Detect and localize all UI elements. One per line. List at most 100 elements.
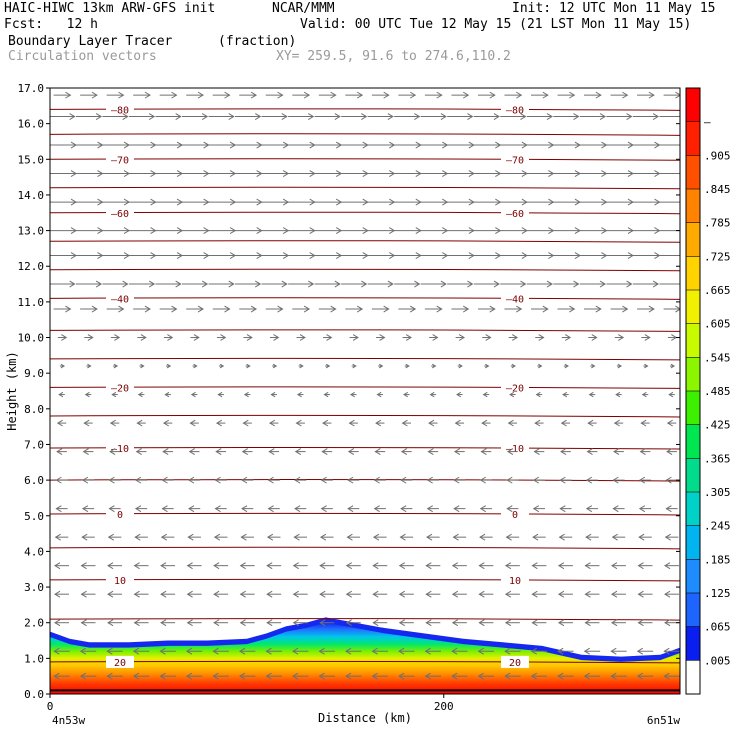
x-tick-label: 0 <box>47 700 54 713</box>
circulation-vector <box>451 647 468 655</box>
circulation-vector <box>109 448 120 456</box>
contour-label-bg <box>106 103 134 116</box>
circulation-vector <box>610 305 629 313</box>
vector-head <box>400 476 407 484</box>
circulation-vector <box>56 419 67 427</box>
vector-head <box>375 419 382 427</box>
vector-head <box>217 391 223 398</box>
vector-head <box>558 533 565 541</box>
circulation-vector <box>321 448 333 456</box>
circulation-vector <box>208 280 235 288</box>
circulation-vector <box>261 280 288 288</box>
vector-head <box>318 672 325 680</box>
vector-head <box>267 505 274 513</box>
circulation-vector <box>664 533 679 541</box>
temperature-contour <box>50 512 680 516</box>
y-tick-label: 4.0 <box>24 545 44 558</box>
vector-head <box>557 672 564 680</box>
vector-head <box>319 533 327 541</box>
vector-head <box>238 672 246 680</box>
vector-head <box>585 505 593 513</box>
temperature-contour <box>50 240 680 243</box>
colorbar-label: .305 <box>704 486 731 499</box>
colorbar-swatch <box>686 323 700 358</box>
vector-head <box>213 562 220 570</box>
vector-head <box>69 280 76 288</box>
temperature-contour <box>50 211 680 215</box>
vector-head <box>426 476 433 484</box>
vector-head <box>69 113 76 120</box>
x-left-endpoint: 4n53w <box>52 714 85 727</box>
circulation-vector <box>560 419 571 427</box>
vector-head <box>80 562 87 570</box>
circulation-vector <box>664 590 679 598</box>
vector-head <box>400 505 407 513</box>
vector-head <box>84 391 90 398</box>
vector-head <box>91 91 98 99</box>
temperature-contour <box>50 578 680 582</box>
vector-head <box>453 476 460 484</box>
circulation-vector <box>372 619 388 627</box>
contour-label: –40 <box>506 294 524 305</box>
vector-head <box>347 476 354 484</box>
vector-head <box>242 419 249 427</box>
vector-head <box>428 419 435 427</box>
circulation-vector <box>559 505 572 513</box>
circulation-vector <box>636 672 654 680</box>
vector-head <box>591 334 598 341</box>
circulation-vector <box>585 505 599 513</box>
vector-head <box>238 647 246 655</box>
y-tick-label: 0.0 <box>24 688 44 701</box>
vector-head <box>292 562 299 570</box>
circulation-vector <box>478 590 494 598</box>
vector-head <box>186 590 193 598</box>
circulation-vector <box>398 91 417 99</box>
circulation-vector <box>504 91 523 99</box>
vector-head <box>639 448 646 456</box>
vector-head <box>277 305 284 313</box>
vector-head <box>511 363 516 369</box>
circulation-vector <box>292 647 309 655</box>
vector-head <box>681 142 686 148</box>
circulation-vector <box>265 647 282 655</box>
circulation-vector <box>378 363 384 369</box>
vector-head <box>352 334 359 341</box>
vector-head <box>664 590 671 598</box>
vector-head <box>352 363 357 369</box>
circulation-vector <box>531 619 547 627</box>
circulation-vector <box>584 590 600 598</box>
vector-head <box>346 533 353 541</box>
circulation-vector <box>610 590 626 598</box>
circulation-vector <box>477 305 496 313</box>
vector-head <box>504 562 512 570</box>
vector-head <box>427 448 434 456</box>
circulation-vector <box>192 363 198 369</box>
vector-head <box>133 619 140 627</box>
contour-label-bg <box>106 573 134 586</box>
vector-head <box>345 647 352 655</box>
vector-head <box>266 590 273 598</box>
vector-head <box>265 672 272 680</box>
circulation-vector <box>345 590 361 598</box>
vector-head <box>534 419 541 427</box>
circulation-vector <box>107 533 122 541</box>
vector-head <box>188 505 195 513</box>
vector-head <box>504 647 511 655</box>
contour-label-bg <box>106 655 134 668</box>
circulation-vector <box>658 171 686 177</box>
circulation-vector <box>399 533 414 541</box>
circulation-vector <box>424 647 442 655</box>
vector-head <box>533 448 540 456</box>
vector-head <box>213 619 220 627</box>
circulation-vector <box>532 476 545 484</box>
circulation-vector <box>288 113 315 120</box>
circulation-vector <box>265 672 282 680</box>
vector-head <box>144 305 151 313</box>
vector-head <box>159 672 166 680</box>
circulation-vector <box>79 672 97 680</box>
vector-head <box>54 533 61 541</box>
vector-head <box>681 171 686 177</box>
circulation-vector <box>367 113 394 120</box>
vector-head <box>159 647 166 655</box>
